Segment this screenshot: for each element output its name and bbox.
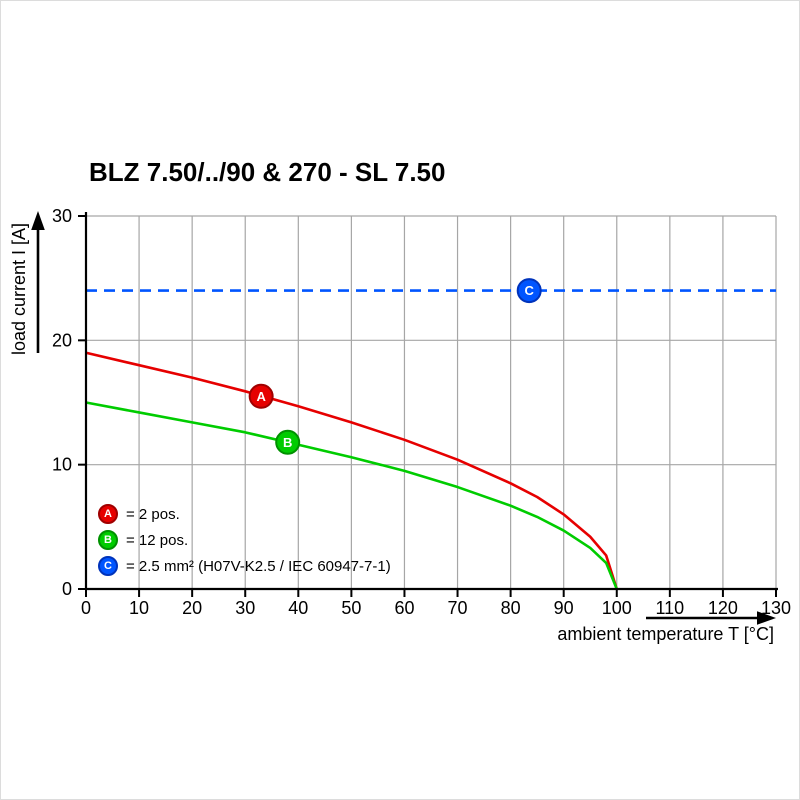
svg-text:90: 90 xyxy=(554,598,574,618)
y-axis-label: load current I [A] xyxy=(9,222,29,356)
svg-text:110: 110 xyxy=(655,598,684,618)
svg-text:50: 50 xyxy=(341,598,361,618)
legend-row-b: B = 12 pos. xyxy=(98,527,391,553)
svg-text:B: B xyxy=(283,435,292,450)
axis-direction-arrows xyxy=(31,211,776,625)
svg-text:30: 30 xyxy=(235,598,255,618)
tick-labels: 0 10 20 30 40 50 60 70 80 90 100 110 120 130 0 10 20 30 xyxy=(52,206,791,618)
svg-text:10: 10 xyxy=(129,598,149,618)
svg-text:40: 40 xyxy=(288,598,308,618)
legend-label-a: = 2 pos. xyxy=(126,505,180,523)
legend-row-a: A = 2 pos. xyxy=(98,501,391,527)
svg-text:A: A xyxy=(256,389,266,404)
legend-label-b: = 12 pos. xyxy=(126,531,189,549)
svg-text:20: 20 xyxy=(52,330,72,350)
chart-title: BLZ 7.50/../90 & 270 - SL 7.50 xyxy=(89,157,446,187)
curve-point-markers: A B C xyxy=(248,278,542,455)
svg-text:130: 130 xyxy=(761,598,791,618)
axes xyxy=(84,212,778,591)
svg-text:20: 20 xyxy=(182,598,202,618)
gridlines xyxy=(86,215,777,589)
legend: A = 2 pos. B = 12 pos. C = 2.5 mm² (H07V… xyxy=(98,501,391,579)
legend-marker-c-icon: C xyxy=(98,556,118,576)
svg-text:120: 120 xyxy=(708,598,738,618)
legend-marker-b-icon: B xyxy=(98,530,118,550)
svg-text:30: 30 xyxy=(52,206,72,226)
legend-label-c: = 2.5 mm² (H07V-K2.5 / IEC 60947-7-1) xyxy=(126,557,391,575)
svg-text:100: 100 xyxy=(602,598,632,618)
svg-text:0: 0 xyxy=(81,598,91,618)
svg-text:10: 10 xyxy=(52,455,72,475)
svg-text:C: C xyxy=(524,283,534,298)
svg-text:70: 70 xyxy=(448,598,468,618)
svg-text:60: 60 xyxy=(394,598,414,618)
x-axis-label: ambient temperature T [°C] xyxy=(557,624,774,644)
legend-row-c: C = 2.5 mm² (H07V-K2.5 / IEC 60947-7-1) xyxy=(98,553,391,579)
svg-text:0: 0 xyxy=(62,579,72,599)
legend-marker-a-icon: A xyxy=(98,504,118,524)
svg-text:80: 80 xyxy=(501,598,521,618)
tick-marks xyxy=(78,215,777,597)
series-curves xyxy=(85,289,776,590)
